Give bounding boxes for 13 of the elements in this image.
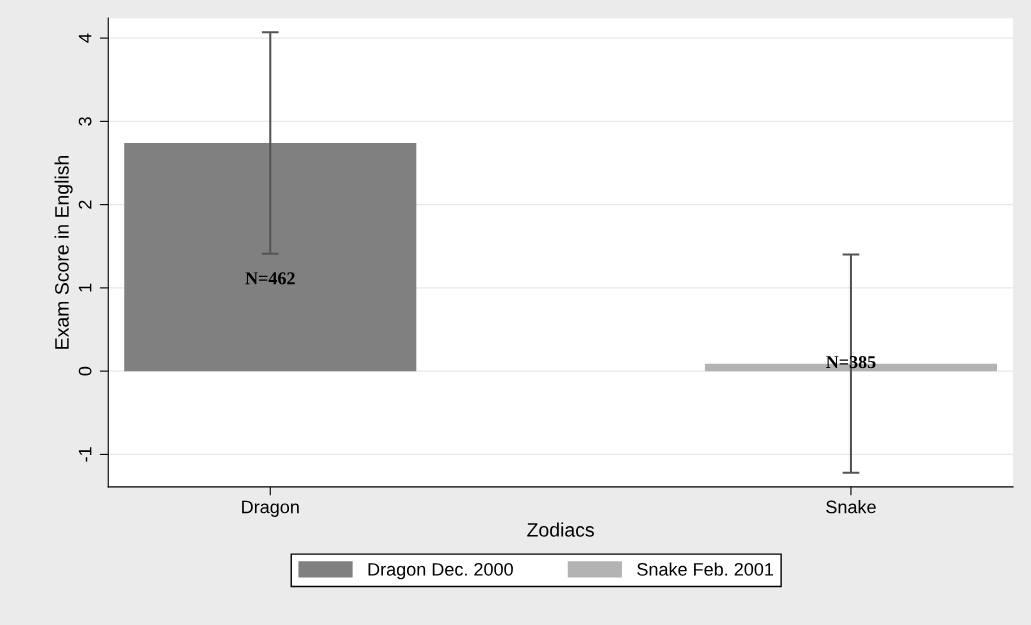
x-axis-title: Zodiacs — [527, 522, 594, 537]
legend-label: Snake Feb. 2001 — [637, 562, 774, 576]
x-tick-label: Snake — [826, 500, 876, 514]
y-tick-label: 3 — [78, 117, 92, 126]
x-tick-label: Dragon — [242, 500, 299, 517]
y-tick-label: 1 — [78, 283, 92, 292]
annotation: N=462 — [245, 272, 295, 285]
y-tick-label: 4 — [78, 33, 92, 43]
y-tick-label: 2 — [78, 200, 92, 209]
y-tick-label: -1 — [78, 447, 92, 462]
legend-label: Dragon Dec. 2000 — [368, 562, 513, 580]
y-tick-label: 0 — [78, 366, 92, 376]
y-axis-title: Exam Score in English — [54, 155, 73, 349]
